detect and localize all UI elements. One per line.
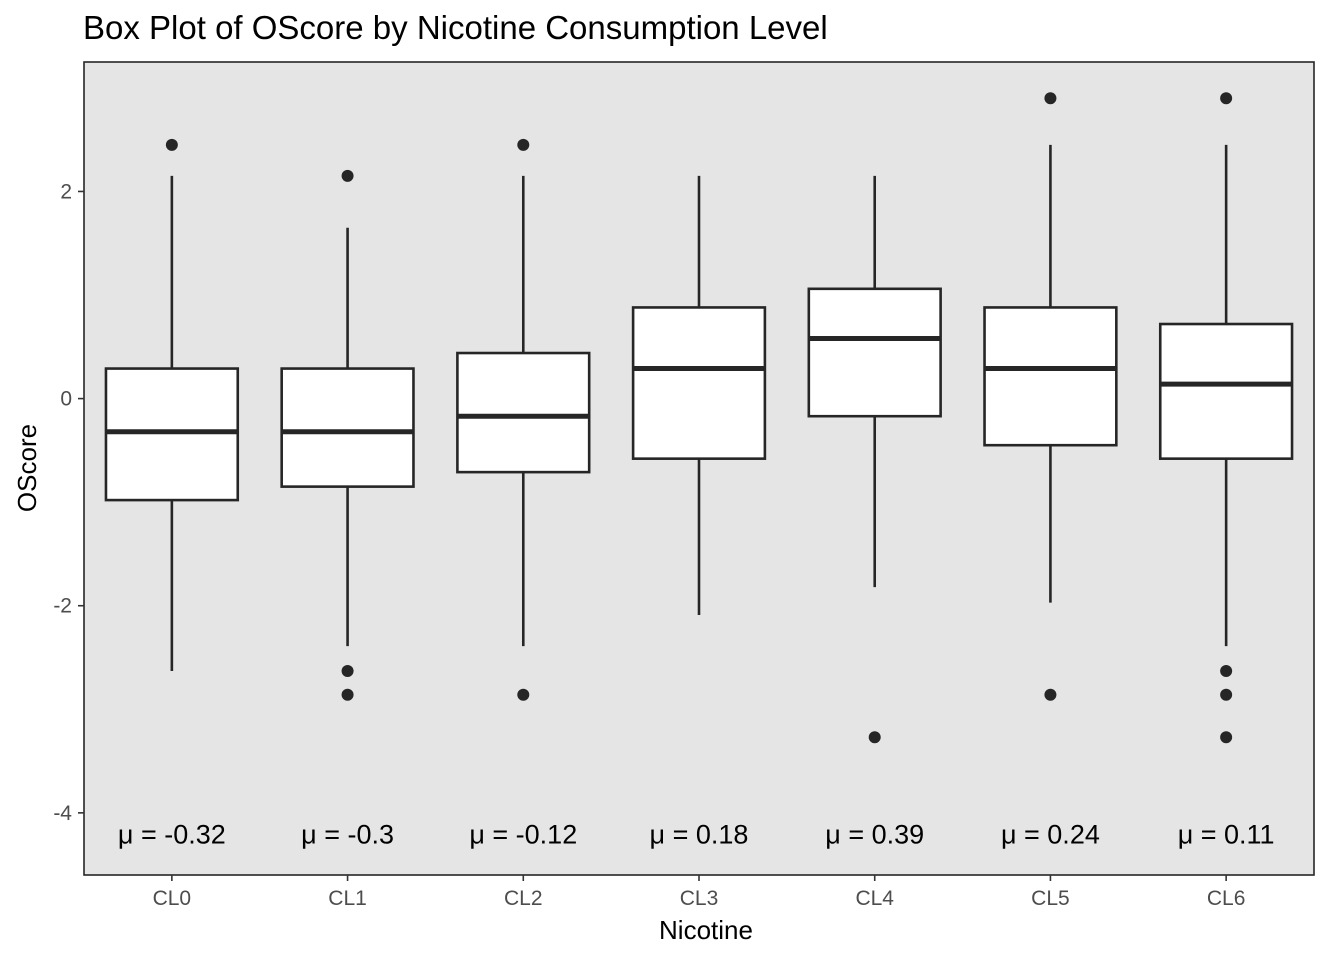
y-tick-label: -2 <box>53 595 72 618</box>
box-body <box>106 369 238 501</box>
outlier-point <box>342 665 354 677</box>
x-tick-label: CL5 <box>1031 887 1070 910</box>
mean-label: μ = 0.39 <box>825 820 924 850</box>
box-body <box>457 353 589 472</box>
mean-label: μ = 0.18 <box>650 820 749 850</box>
outlier-point <box>1220 92 1232 104</box>
outlier-point <box>517 689 529 701</box>
x-tick-label: CL3 <box>680 887 719 910</box>
outlier-point <box>342 689 354 701</box>
mean-label: μ = 0.11 <box>1178 820 1275 850</box>
y-axis: -4 -2 0 2 <box>53 180 84 824</box>
outlier-point <box>1044 92 1056 104</box>
chart-title: Box Plot of OScore by Nicotine Consumpti… <box>83 9 828 46</box>
outlier-point <box>1220 665 1232 677</box>
mean-label: μ = -0.3 <box>301 820 394 850</box>
y-tick-label: 2 <box>60 180 72 203</box>
x-tick-label: CL6 <box>1207 887 1246 910</box>
box-body <box>985 307 1117 445</box>
box-body <box>282 369 414 487</box>
x-axis-title: Nicotine <box>659 915 753 945</box>
outlier-point <box>1220 731 1232 743</box>
outlier-point <box>517 139 529 151</box>
mean-label: μ = 0.24 <box>1001 820 1100 850</box>
mean-label: μ = -0.12 <box>469 820 577 850</box>
box-body <box>809 289 941 416</box>
x-tick-label: CL2 <box>504 887 543 910</box>
y-axis-title: OScore <box>12 424 42 512</box>
y-tick-label: -4 <box>53 802 72 825</box>
y-tick-label: 0 <box>60 388 72 411</box>
outlier-point <box>166 139 178 151</box>
mean-label: μ = -0.32 <box>118 820 226 850</box>
x-axis: CL0 CL1 CL2 CL3 CL4 CL5 CL6 <box>153 875 1246 910</box>
outlier-point <box>869 731 881 743</box>
outlier-point <box>342 170 354 182</box>
x-tick-label: CL1 <box>328 887 367 910</box>
outlier-point <box>1220 689 1232 701</box>
x-tick-label: CL0 <box>153 887 192 910</box>
box-body <box>633 307 765 458</box>
x-tick-label: CL4 <box>855 887 894 910</box>
box-body <box>1160 324 1292 459</box>
outlier-point <box>1044 689 1056 701</box>
